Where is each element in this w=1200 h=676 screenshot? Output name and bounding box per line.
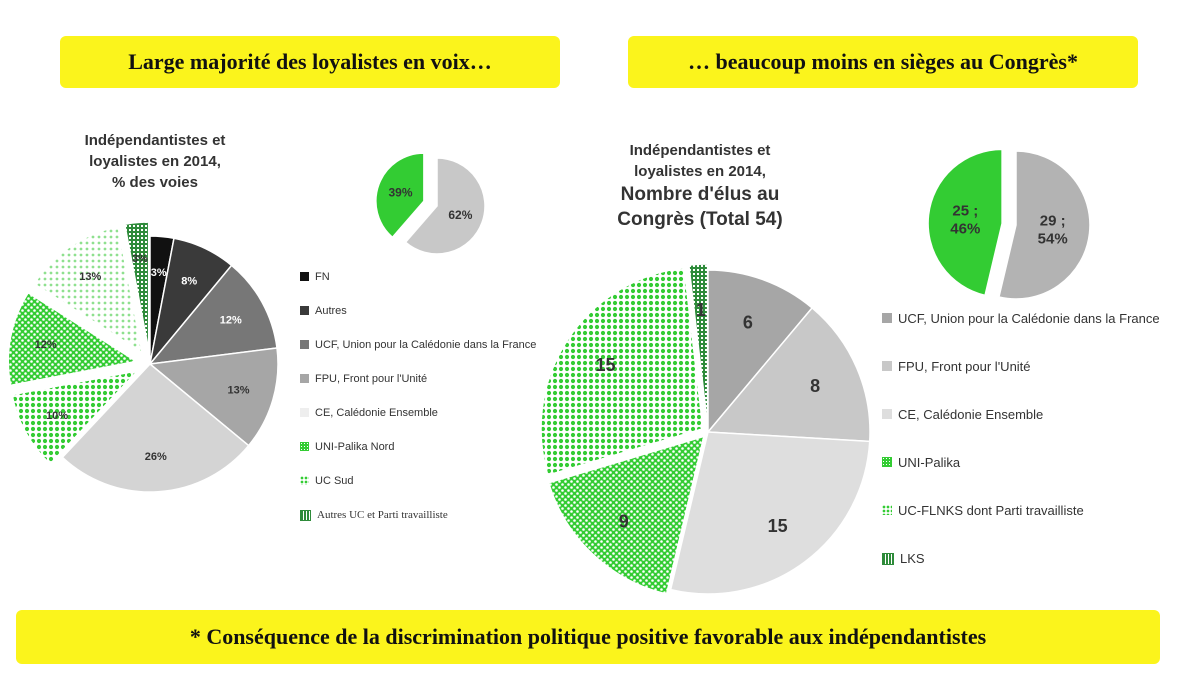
- pie-slice-uni-palika-3: [547, 435, 705, 595]
- pie-slice-autres-uc-et-parti-travailliste-7: [33, 225, 144, 354]
- votes-legend-item: UCF, Union pour la Calédonie dans la Fra…: [300, 338, 540, 352]
- seats-legend-label: CE, Calédonie Ensemble: [898, 407, 1044, 422]
- votes-legend-swatch: [300, 510, 311, 521]
- votes-pie: 3% 8% 12% 13% 26% 10% 12% 13% 3%: [7, 221, 279, 493]
- seats-legend-label: UC-FLNKS dont Parti travailliste: [898, 503, 1084, 518]
- data-label-ucf-union-pour-la-caledonie-dans-la-france-0: 6: [743, 313, 753, 333]
- votes-title-line-2: loyalistes en 2014,: [89, 153, 221, 170]
- votes-legend-label: CE, Calédonie Ensemble: [315, 407, 438, 419]
- seats-legend-item: UCF, Union pour la Calédonie dans la Fra…: [882, 310, 1182, 328]
- seats-legend-label: FPU, Front pour l'Unité: [898, 359, 1031, 374]
- seats-legend-label: UCF, Union pour la Calédonie dans la Fra…: [898, 311, 1160, 326]
- votes-legend-item: UC Sud: [300, 474, 540, 488]
- pie-slice-slice-8: [123, 221, 150, 351]
- pie-slice-uc-flnks-dont-parti-travailliste-4: [540, 266, 704, 477]
- votes-legend-label: UCF, Union pour la Calédonie dans la Fra…: [315, 339, 537, 351]
- seats-legend-label: LKS: [900, 551, 925, 566]
- data-label-fpu-front-pour-l-unite-1: 8: [810, 376, 820, 396]
- votes-summary-pie: 39% 62%: [375, 152, 486, 255]
- votes-legend-swatch: [300, 306, 309, 315]
- pie-slice-ucf-union-pour-la-caledonie-dans-la-france-0: [707, 269, 814, 435]
- data-label-loyalistes-1: 29 ; 54%: [1038, 213, 1068, 248]
- pie-slice-loyalistes-1: [998, 150, 1091, 300]
- votes-legend-label: UNI-Palika Nord: [315, 441, 395, 453]
- pie-slice-ce-caledonie-ensemble-2: [669, 431, 871, 595]
- seats-legend-swatch: [882, 457, 892, 467]
- seats-legend: UCF, Union pour la Calédonie dans la Fra…: [882, 310, 1182, 580]
- seats-summary-pie: 25 ; 46% 29 ; 54%: [927, 148, 1091, 300]
- data-label-lks-5: 1: [696, 300, 706, 320]
- seats-title-line-4: Congrès (Total 54): [617, 209, 783, 230]
- data-label-autres-uc-et-parti-travailliste-7: 13%: [79, 271, 101, 283]
- data-label-slice-8: 3%: [132, 253, 148, 265]
- seats-legend-item: LKS: [882, 550, 1182, 568]
- seats-legend-label: UNI-Palika: [898, 455, 961, 470]
- pie-slice-lks-5: [688, 263, 709, 427]
- banner-votes: Large majorité des loyalistes en voix…: [60, 36, 560, 88]
- votes-legend-swatch: [300, 476, 309, 485]
- pie-slice-independantistes-0: [375, 152, 425, 239]
- votes-legend-swatch: [300, 340, 309, 349]
- votes-legend-label: UC Sud: [315, 475, 354, 487]
- votes-legend-label: Autres: [315, 305, 347, 317]
- votes-legend-label: FN: [315, 271, 330, 283]
- data-label-uc-sud-5: 10%: [46, 410, 68, 422]
- seats-chart-title: Indépendantistes et loyalistes en 2014, …: [570, 140, 830, 232]
- pie-slice-ce-caledonie-ensemble-4: [61, 362, 250, 493]
- data-label-ce-caledonie-ensemble-4: 26%: [145, 451, 167, 463]
- data-label-loyalistes-1: 62%: [448, 208, 472, 222]
- seats-legend-swatch: [882, 361, 892, 371]
- data-label-ce-caledonie-ensemble-2: 15: [768, 516, 788, 536]
- pie-slice-loyalistes-1: [404, 157, 486, 255]
- pie-slice-fpu-front-pour-l-unite-1: [706, 306, 871, 443]
- seats-legend-swatch: [882, 505, 892, 515]
- pie-slice-ucf-union-pour-la-caledonie-dans-la-france-2: [148, 264, 278, 365]
- data-label-ucf-union-pour-la-caledonie-dans-la-france-2: 12%: [220, 315, 242, 327]
- votes-legend-swatch: [300, 442, 309, 451]
- seats-legend-item: FPU, Front pour l'Unité: [882, 358, 1182, 376]
- votes-legend-item: FPU, Front pour l'Unité: [300, 372, 540, 386]
- seats-title-line-3: Nombre d'élus au: [620, 184, 780, 205]
- votes-title-line-3: % des voies: [112, 174, 198, 191]
- data-label-independantistes-0: 39%: [388, 186, 412, 200]
- pie-slice-uni-palika-nord-6: [7, 291, 139, 387]
- seats-legend-swatch: [882, 553, 894, 565]
- votes-legend-swatch: [300, 272, 309, 281]
- data-label-fn-0: 3%: [151, 267, 167, 279]
- votes-legend-label: FPU, Front pour l'Unité: [315, 373, 428, 385]
- data-label-uc-flnks-dont-parti-travailliste-4: 15: [595, 355, 615, 375]
- votes-legend-item: Autres: [300, 304, 540, 318]
- votes-title-line-1: Indépendantistes et: [84, 132, 226, 149]
- seats-title-line-1: Indépendantistes et: [629, 142, 771, 159]
- pie-slice-uc-sud-5: [11, 369, 140, 466]
- votes-legend-swatch: [300, 374, 309, 383]
- banner-seats: … beaucoup moins en sièges au Congrès*: [628, 36, 1138, 88]
- seats-legend-swatch: [882, 409, 892, 419]
- votes-legend-item: Autres UC et Parti travailliste: [300, 508, 540, 522]
- seats-title-line-2: loyalistes en 2014,: [634, 163, 766, 180]
- seats-legend-item: UC-FLNKS dont Parti travailliste: [882, 502, 1182, 520]
- votes-legend-item: CE, Calédonie Ensemble: [300, 406, 540, 420]
- votes-legend-item: FN: [300, 270, 540, 284]
- banner-footnote: * Conséquence de la discrimination polit…: [16, 610, 1160, 664]
- votes-legend: FN Autres UCF, Union pour la Calédonie dan…: [300, 270, 560, 540]
- votes-legend-swatch: [300, 408, 309, 417]
- data-label-autres-1: 8%: [181, 276, 197, 288]
- votes-legend-label: Autres UC et Parti travailliste: [317, 509, 448, 521]
- seats-legend-swatch: [882, 313, 892, 323]
- data-label-independantistes-0: 25 ; 46%: [950, 202, 980, 237]
- votes-legend-item: UNI-Palika Nord: [300, 440, 540, 454]
- seats-legend-item: UNI-Palika: [882, 454, 1182, 472]
- data-label-uni-palika-3: 9: [619, 512, 629, 532]
- pie-slice-independantistes-0: [927, 148, 1003, 297]
- seats-legend-item: CE, Calédonie Ensemble: [882, 406, 1182, 424]
- seats-pie: 6 8 15 9 15 1: [540, 263, 871, 595]
- data-label-uni-palika-nord-6: 12%: [35, 339, 57, 351]
- votes-chart-title: Indépendantistes et loyalistes en 2014, …: [40, 130, 270, 193]
- data-label-fpu-front-pour-l-unite-3: 13%: [227, 385, 249, 397]
- pie-slice-fpu-front-pour-l-unite-3: [148, 347, 279, 447]
